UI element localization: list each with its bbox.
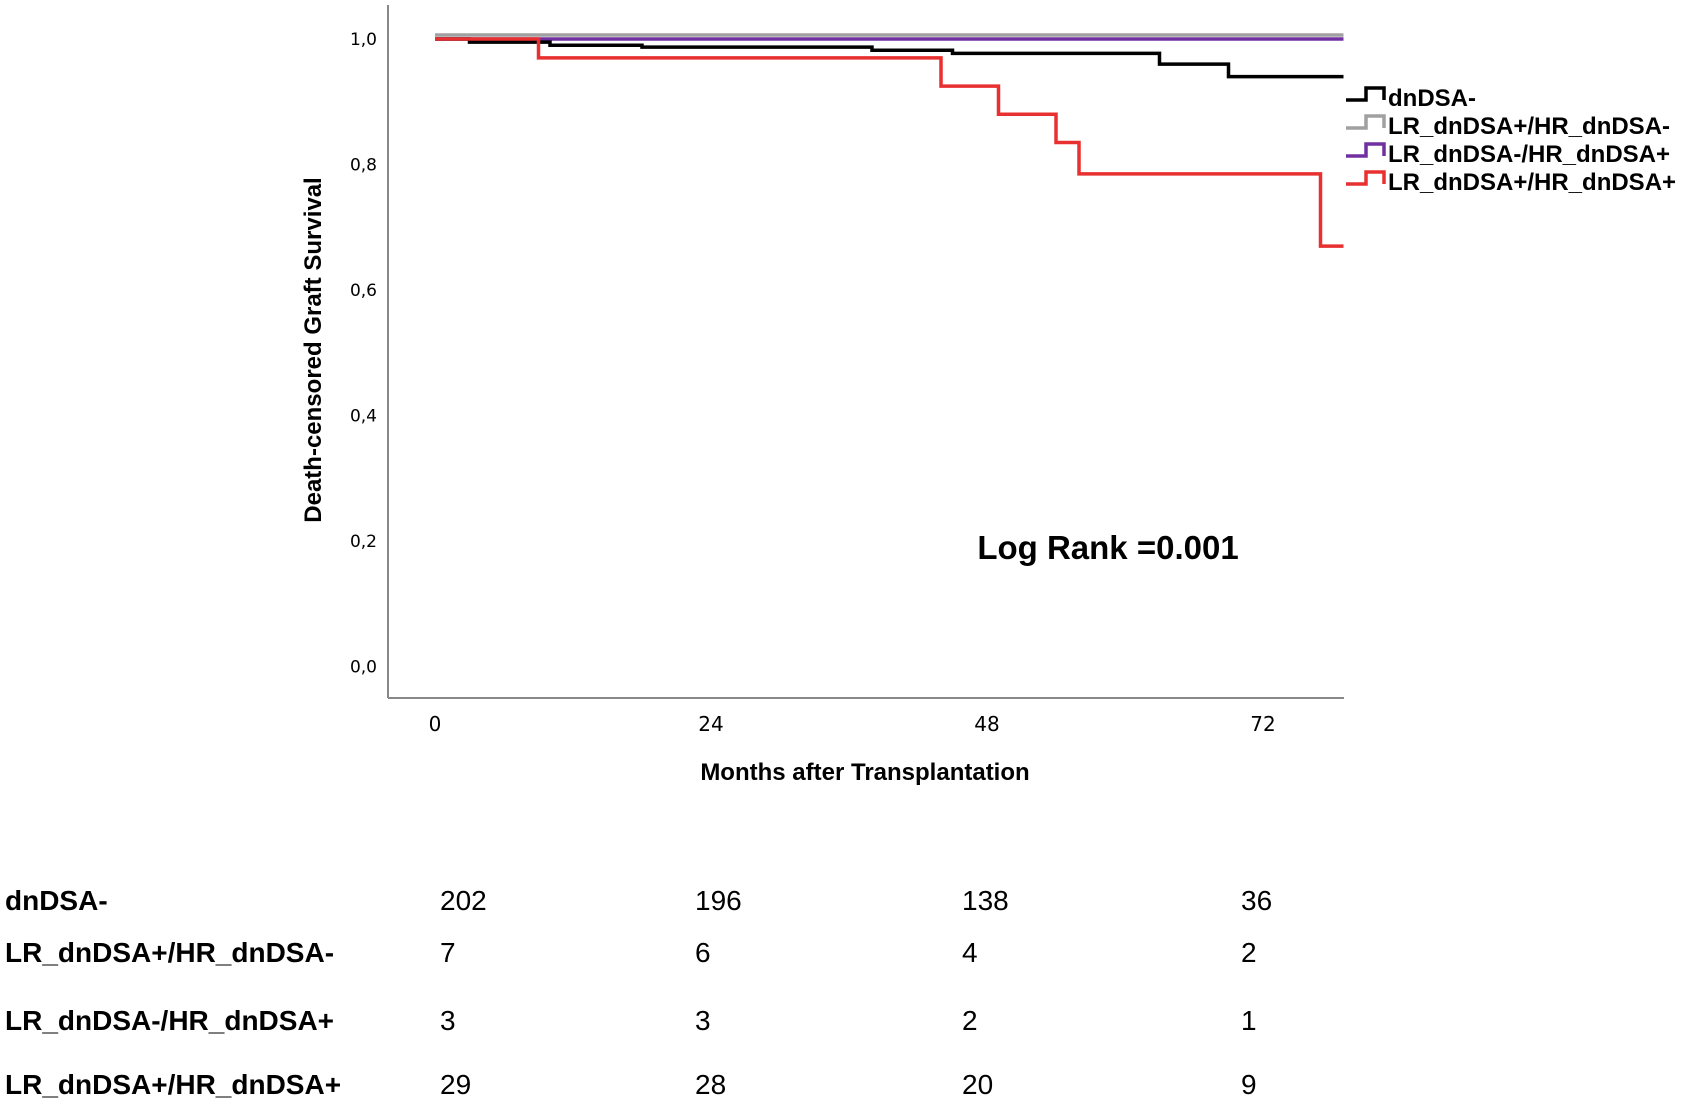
legend-swatch bbox=[1346, 114, 1386, 130]
risk-value: 2 bbox=[1241, 937, 1257, 968]
y-axis-title: Death-censored Graft Survival bbox=[300, 177, 327, 522]
log-rank-annotation: Log Rank =0.001 bbox=[977, 529, 1238, 566]
risk-value: 196 bbox=[695, 885, 742, 916]
risk-value: 3 bbox=[695, 1005, 711, 1036]
risk-value: 36 bbox=[1241, 885, 1272, 916]
y-tick-label: 0,4 bbox=[350, 407, 377, 427]
risk-row-label: LR_dnDSA-/HR_dnDSA+ bbox=[5, 1005, 334, 1036]
x-tick-label: 24 bbox=[698, 712, 723, 736]
x-axis-title: Months after Transplantation bbox=[700, 759, 1029, 786]
risk-row-label: LR_dnDSA+/HR_dnDSA- bbox=[5, 937, 334, 968]
ticks: 0,0 0,2 0,4 0,6 0,8 1,0 0 24 48 72 bbox=[350, 30, 1276, 736]
risk-value: 3 bbox=[440, 1005, 456, 1036]
x-tick-label: 48 bbox=[974, 712, 999, 736]
risk-row-lr-dndsa-hr-dndsa: LR_dnDSA+/HR_dnDSA- 7 6 4 2 bbox=[5, 937, 1257, 968]
risk-row-dndsa: dnDSA- 202 196 138 36 bbox=[5, 885, 1272, 916]
legend-item-lr-dndsa-hr-dndsa: LR_dnDSA+/HR_dnDSA+ bbox=[1346, 169, 1676, 196]
risk-value: 202 bbox=[440, 885, 487, 916]
legend-item-lr-dndsa-hr-dndsa: LR_dnDSA-/HR_dnDSA+ bbox=[1346, 141, 1670, 168]
legend-item-dndsa: dnDSA- bbox=[1346, 85, 1476, 112]
risk-value: 20 bbox=[962, 1069, 993, 1100]
risk-row-lr-dndsa-hr-dndsa: LR_dnDSA-/HR_dnDSA+ 3 3 2 1 bbox=[5, 1005, 1257, 1036]
x-tick-label: 72 bbox=[1250, 712, 1275, 736]
risk-value: 1 bbox=[1241, 1005, 1257, 1036]
risk-value: 28 bbox=[695, 1069, 726, 1100]
risk-value: 138 bbox=[962, 885, 1009, 916]
legend-label: LR_dnDSA+/HR_dnDSA- bbox=[1388, 113, 1670, 140]
series-line-dndsa bbox=[435, 37, 1344, 79]
risk-value: 9 bbox=[1241, 1069, 1257, 1100]
y-tick-label: 1,0 bbox=[350, 30, 377, 50]
risk-row-label: dnDSA- bbox=[5, 885, 108, 916]
legend-label: LR_dnDSA+/HR_dnDSA+ bbox=[1388, 169, 1676, 196]
legend-label: LR_dnDSA-/HR_dnDSA+ bbox=[1388, 141, 1670, 168]
legend-label: dnDSA- bbox=[1388, 85, 1476, 112]
series-lines bbox=[435, 33, 1344, 248]
risk-row-lr-dndsa-hr-dndsa: LR_dnDSA+/HR_dnDSA+ 29 28 20 9 bbox=[5, 1069, 1257, 1100]
risk-value: 7 bbox=[440, 937, 456, 968]
x-tick-label: 0 bbox=[429, 712, 442, 736]
legend-swatch bbox=[1346, 86, 1386, 102]
legend-swatch bbox=[1346, 142, 1386, 158]
y-tick-label: 0,2 bbox=[350, 532, 377, 552]
series-line-lr-dndsa-hr-dndsa bbox=[435, 37, 1344, 248]
risk-value: 4 bbox=[962, 937, 978, 968]
legend: dnDSA-LR_dnDSA+/HR_dnDSA-LR_dnDSA-/HR_dn… bbox=[1346, 85, 1676, 196]
y-tick-label: 0,6 bbox=[350, 281, 377, 301]
risk-value: 29 bbox=[440, 1069, 471, 1100]
y-tick-label: 0,0 bbox=[350, 658, 377, 678]
risk-value: 6 bbox=[695, 937, 711, 968]
risk-row-label: LR_dnDSA+/HR_dnDSA+ bbox=[5, 1069, 341, 1100]
legend-swatch bbox=[1346, 170, 1386, 186]
y-tick-label: 0,8 bbox=[350, 156, 377, 176]
axes bbox=[387, 5, 1344, 699]
legend-item-lr-dndsa-hr-dndsa: LR_dnDSA+/HR_dnDSA- bbox=[1346, 113, 1670, 140]
risk-value: 2 bbox=[962, 1005, 978, 1036]
